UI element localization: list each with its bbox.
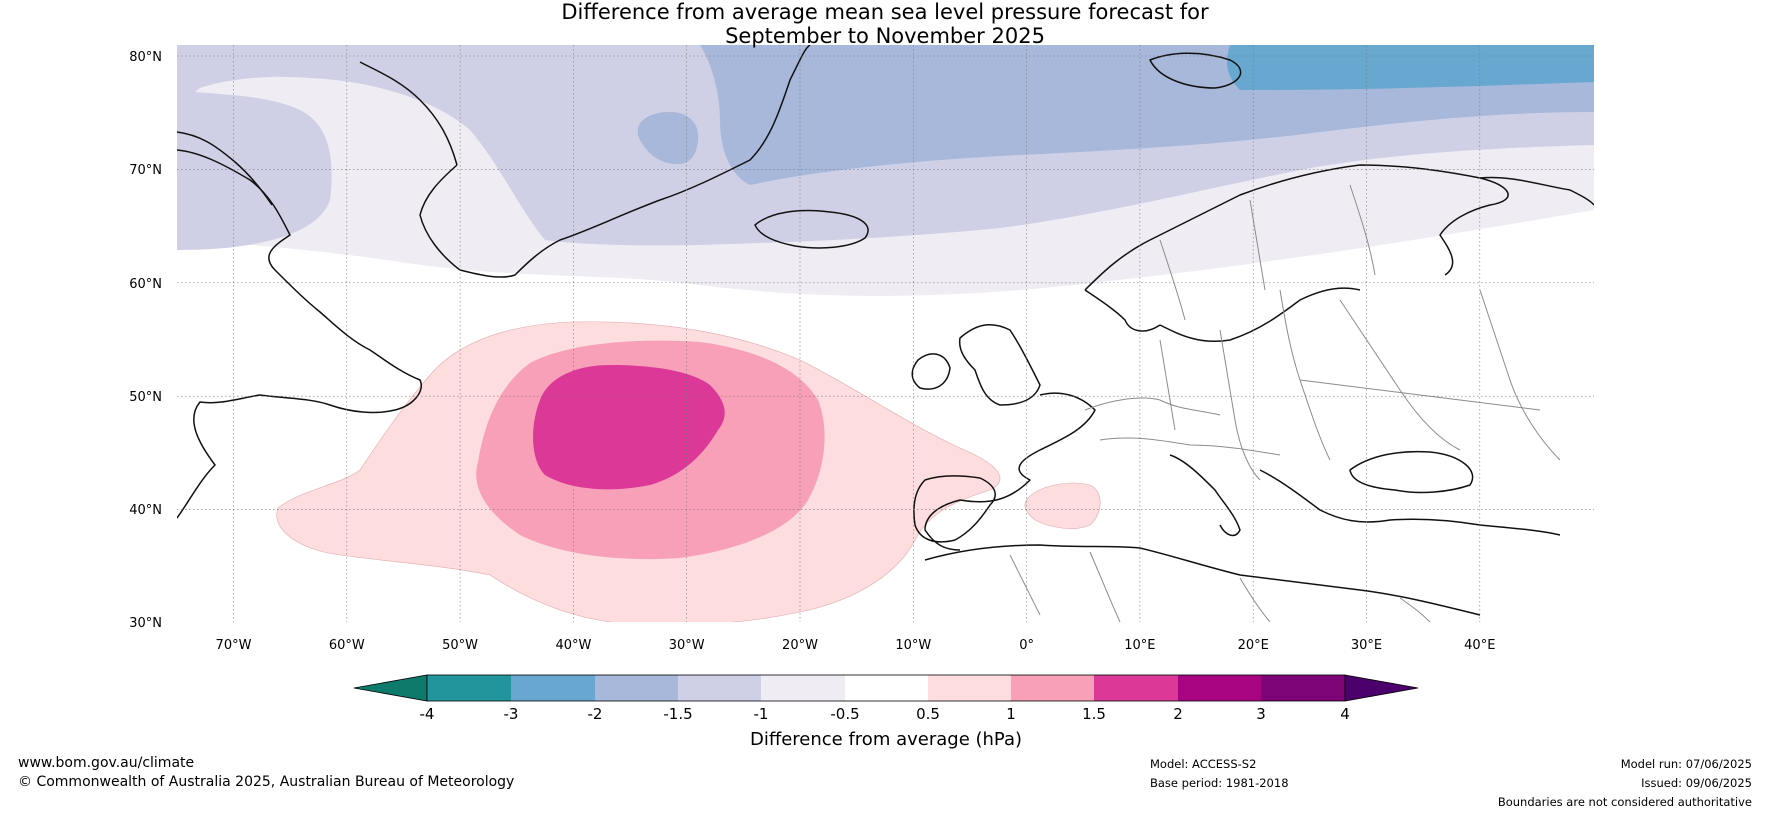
lat-label: 40°N [129,503,162,518]
colorbar: -4 -3 -2 -1.5 -1 -0.5 0.5 1 1.5 2 3 4 Di… [353,674,1419,750]
colorbar-swatch [595,675,678,701]
model-text: Model: ACCESS-S2 [1150,757,1257,771]
anomaly-region-15-2 [533,365,725,490]
colorbar-tick-label: -1 [754,705,769,723]
coastline-baltic [1159,287,1361,343]
colorbar-swatch [928,675,1011,701]
colorbar-extend-min [353,674,428,702]
lon-label: 10°W [895,638,931,653]
website-text: www.bom.gov.au/climate [18,755,195,771]
lon-label: 40°E [1464,638,1495,653]
country-borders [1009,184,1561,622]
coastline-italy [1169,454,1241,537]
lon-label: 0° [1019,638,1034,653]
disclaimer-text: Boundaries are not considered authoritat… [1497,795,1752,809]
page-title: Difference from average mean sea level p… [0,0,1770,48]
anomaly-band-minus2-minus3 [1227,45,1594,90]
coastline-great-britain [958,323,1041,406]
colorbar-swatch [1011,675,1094,701]
colorbar-tick-label: -1.5 [663,705,692,723]
colorbar-swatch [678,675,761,701]
colorbar-swatch [427,675,511,701]
coastline-norway-south [1084,289,1161,332]
lat-label: 80°N [129,50,162,65]
coastline-russia-north [1479,176,1594,206]
anomaly-blob-minus15-minus2 [637,112,699,165]
copyright-text: © Commonwealth of Australia 2025, Austra… [18,774,515,790]
coastline-black-sea [1349,450,1474,494]
title-line-2: September to November 2025 [725,24,1045,48]
issued-text: Issued: 09/06/2025 [1641,776,1752,790]
lat-label: 50°N [129,390,162,405]
coastline-greenland [419,45,811,278]
colorbar-tick-label: 0.5 [916,705,940,723]
lon-label: 50°W [442,638,478,653]
coastline-north-africa [924,544,1481,616]
lat-label: 30°N [129,616,162,631]
base-period-text: Base period: 1981-2018 [1150,776,1289,790]
coastline-greenland-west [359,61,458,166]
coastline-ireland [911,353,951,390]
colorbar-tick-label: 4 [1340,705,1350,723]
colorbar-tick-label: -2 [588,705,603,723]
colorbar-tick-label: -4 [420,705,435,723]
colorbar-tick-label: -0.5 [830,705,859,723]
coastline-iceland [754,209,869,249]
lat-label: 60°N [129,277,162,292]
graticule [177,45,1594,622]
colorbar-swatch [1094,675,1178,701]
colorbar-swatch [1178,675,1261,701]
colorbar-tick-label: -3 [504,705,519,723]
coastline-europe-west [924,392,1096,551]
colorbar-swatch [511,675,595,701]
colorbar-tick-label: 1 [1006,705,1016,723]
colorbar-label: Difference from average (hPa) [750,729,1022,750]
coastline-svalbard [1149,52,1242,89]
lon-label: 60°W [329,638,365,653]
colorbar-tick-label: 1.5 [1082,705,1106,723]
lon-label: 10°E [1124,638,1155,653]
title-line-1: Difference from average mean sea level p… [561,0,1209,24]
coastline-scandinavia [1084,164,1509,291]
anomaly-region-05-1-mediterranean [1024,482,1101,529]
colorbar-tick-label: 2 [1173,705,1183,723]
coastlines [177,45,1594,616]
lon-label: 40°W [555,638,591,653]
lon-label: 20°E [1238,638,1269,653]
lat-label: 70°N [129,163,162,178]
lon-label: 70°W [216,638,252,653]
coastline-balkans-turkey [1259,469,1561,536]
lon-label: 20°W [782,638,818,653]
lon-label: 30°W [669,638,705,653]
colorbar-swatch [845,675,928,701]
coastline-iberia [913,475,996,543]
coastline-labrador [177,131,273,206]
colorbar-tick-label: 3 [1256,705,1266,723]
coastline-north-america [177,149,422,519]
colorbar-outline [426,674,1346,702]
colorbar-swatch [1261,675,1345,701]
colorbar-extend-max [1344,674,1419,702]
model-run-text: Model run: 07/06/2025 [1620,757,1752,771]
colorbar-swatch [761,675,845,701]
lon-label: 30°E [1351,638,1382,653]
